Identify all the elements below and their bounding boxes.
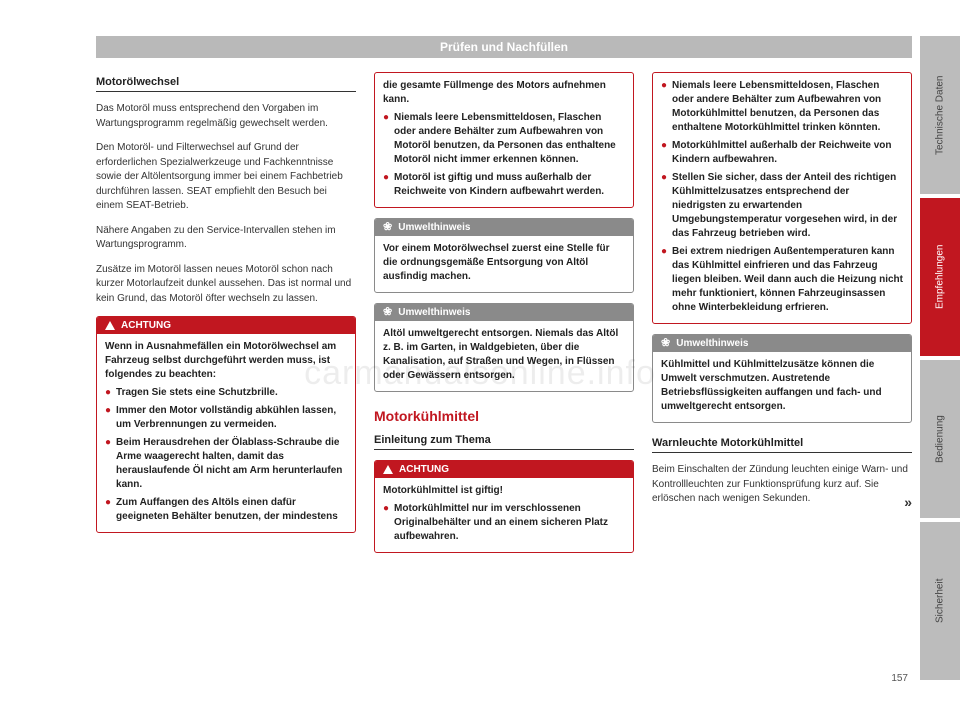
umwelt-body: Vor einem Motorölwechsel zuerst eine Ste… [375, 236, 633, 292]
paragraph: Das Motoröl muss entsprechend den Vorgab… [96, 102, 356, 131]
warning-icon [105, 321, 115, 330]
column-1: Motorölwechsel Das Motoröl muss entsprec… [96, 72, 356, 553]
achtung-title: ACHTUNG [121, 320, 171, 331]
heading-motoroelwechsel: Motorölwechsel [96, 76, 356, 92]
paragraph: Beim Einschalten der Zündung leuchten ei… [652, 463, 912, 507]
achtung-body: Wenn in Ausnahmefällen ein Motorölwechse… [97, 334, 355, 532]
achtung-head: ACHTUNG [97, 317, 355, 334]
umwelt-title: Umwelthinweis [676, 338, 748, 349]
environment-icon: ❀ [661, 338, 670, 349]
column-2: die gesamte Füllmenge des Motors aufnehm… [374, 72, 634, 553]
bullet-text: Stellen Sie sicher, dass der Anteil des … [672, 171, 903, 241]
bullet-icon: ● [105, 386, 111, 400]
tab-bedienung[interactable]: Bedienung [920, 360, 960, 518]
heading-warnleuchte: Warnleuchte Motorkühlmittel [652, 437, 912, 453]
side-tabs: Technische Daten Empfehlungen Bedienung … [920, 36, 960, 680]
bullet-icon: ● [383, 502, 389, 544]
bullet-icon: ● [383, 171, 389, 199]
achtung-intro: Wenn in Ausnahmefällen ein Motorölwechse… [105, 340, 347, 382]
umwelthinweis-box: ❀ Umwelthinweis Altöl umweltgerecht ents… [374, 303, 634, 392]
umwelt-title: Umwelthinweis [398, 307, 470, 318]
paragraph: Nähere Angaben zu den Service-Intervalle… [96, 224, 356, 253]
content-columns: Motorölwechsel Das Motoröl muss entsprec… [96, 72, 912, 553]
umwelt-head: ❀ Umwelthinweis [653, 335, 911, 352]
achtung-box: ACHTUNG Motorkühlmittel ist giftig! ●Mot… [374, 460, 634, 553]
bullet-text: Bei extrem niedrigen Außentemperaturen k… [672, 245, 903, 315]
achtung-body: Motorkühlmittel ist giftig! ●Motorkühlmi… [375, 478, 633, 552]
umwelthinweis-box: ❀ Umwelthinweis Vor einem Motorölwechsel… [374, 218, 634, 293]
achtung-body: die gesamte Füllmenge des Motors aufnehm… [375, 73, 633, 207]
tab-technische-daten[interactable]: Technische Daten [920, 36, 960, 194]
bullet-text: Motoröl ist giftig und muss außerhalb de… [394, 171, 625, 199]
umwelthinweis-box: ❀ Umwelthinweis Kühlmittel und Kühlmitte… [652, 334, 912, 423]
bullet-text: Zum Auffangen des Altöls einen dafür gee… [116, 496, 347, 524]
heading-einleitung: Einleitung zum Thema [374, 434, 634, 450]
achtung-head: ACHTUNG [375, 461, 633, 478]
bullet-icon: ● [661, 139, 667, 167]
bullet-text: Tragen Sie stets eine Schutzbrille. [116, 386, 278, 400]
umwelt-title: Umwelthinweis [398, 222, 470, 233]
umwelt-body: Altöl umweltgerecht entsorgen. Niemals d… [375, 321, 633, 391]
umwelt-head: ❀ Umwelthinweis [375, 304, 633, 321]
environment-icon: ❀ [383, 222, 392, 233]
bullet-icon: ● [105, 404, 111, 432]
achtung-cont-line: die gesamte Füllmenge des Motors aufnehm… [383, 79, 625, 107]
paragraph-text: Beim Einschalten der Zündung leuchten ei… [652, 464, 908, 504]
environment-icon: ❀ [383, 307, 392, 318]
page-number: 157 [891, 673, 908, 684]
umwelt-head: ❀ Umwelthinweis [375, 219, 633, 236]
achtung-body: ●Niemals leere Lebensmitteldosen, Flasch… [653, 73, 911, 323]
achtung-box: ACHTUNG Wenn in Ausnahmefällen ein Motor… [96, 316, 356, 533]
bullet-icon: ● [383, 111, 389, 167]
warning-icon [383, 465, 393, 474]
tab-empfehlungen[interactable]: Empfehlungen [920, 198, 960, 356]
section-motorkuehlmittel: Motorkühlmittel [374, 408, 634, 424]
column-3: ●Niemals leere Lebensmitteldosen, Flasch… [652, 72, 912, 553]
bullet-text: Beim Herausdrehen der Ölablass-Schraube … [116, 436, 347, 492]
paragraph: Den Motoröl- und Filterwechsel auf Grund… [96, 141, 356, 214]
bullet-icon: ● [105, 496, 111, 524]
continuation-icon: » [904, 492, 912, 512]
achtung-box-cont: ●Niemals leere Lebensmitteldosen, Flasch… [652, 72, 912, 324]
page-header: Prüfen und Nachfüllen [96, 36, 912, 58]
bullet-icon: ● [661, 245, 667, 315]
tab-sicherheit[interactable]: Sicherheit [920, 522, 960, 680]
manual-page: Prüfen und Nachfüllen Motorölwechsel Das… [0, 0, 960, 708]
bullet-icon: ● [105, 436, 111, 492]
paragraph: Zusätze im Motoröl lassen neues Motoröl … [96, 263, 356, 307]
achtung-intro: Motorkühlmittel ist giftig! [383, 484, 625, 498]
bullet-text: Niemals leere Lebensmitteldosen, Flasche… [672, 79, 903, 135]
bullet-icon: ● [661, 171, 667, 241]
bullet-text: Immer den Motor vollständig abkühlen las… [116, 404, 347, 432]
bullet-text: Niemals leere Lebensmitteldosen, Flasche… [394, 111, 625, 167]
achtung-title: ACHTUNG [399, 464, 449, 475]
bullet-text: Motorkühlmittel außerhalb der Reichweite… [672, 139, 903, 167]
umwelt-body: Kühlmittel und Kühlmittelzusätze können … [653, 352, 911, 422]
bullet-icon: ● [661, 79, 667, 135]
bullet-text: Motorkühlmittel nur im verschlossenen Or… [394, 502, 625, 544]
achtung-box-cont: die gesamte Füllmenge des Motors aufnehm… [374, 72, 634, 208]
